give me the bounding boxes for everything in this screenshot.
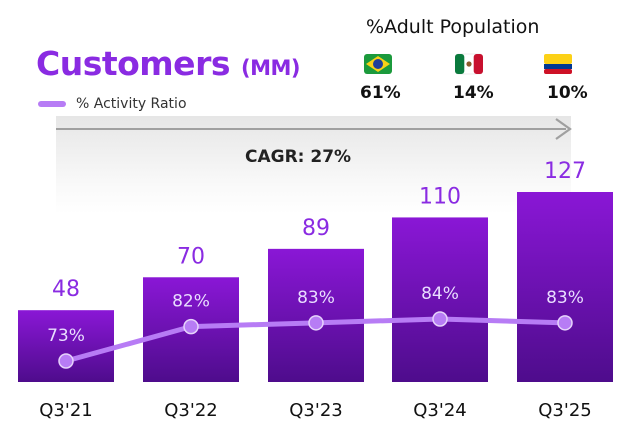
adult-population-title: %Adult Population	[366, 16, 540, 38]
ratio-line-series	[58, 311, 573, 369]
mexico-flag-icon	[455, 53, 483, 75]
bar-value-label: 89	[302, 216, 330, 241]
x-tick-label: Q3'22	[164, 400, 217, 421]
cagr-arrow-head-icon	[555, 118, 572, 140]
cagr-label: CAGR: 27%	[245, 147, 352, 167]
bar	[517, 192, 613, 382]
ratio-value-label: 82%	[172, 292, 210, 312]
ratio-point	[432, 311, 448, 327]
chart-labels: 48 70 89 110 127 73% 82% 83% 84% 83% Q3'21 Q3'22 Q3'…	[39, 159, 591, 421]
ratio-value-label: 84%	[421, 284, 459, 304]
chart-title: Customers (MM)	[36, 44, 300, 83]
x-tick-label: Q3'21	[39, 400, 92, 421]
colombia-percent: 10%	[547, 83, 588, 103]
ratio-point	[183, 318, 199, 335]
legend: % Activity Ratio	[38, 96, 187, 112]
ratio-point	[308, 315, 324, 331]
cagr-band	[56, 116, 571, 214]
bar-value-label: 127	[544, 159, 586, 184]
bar-value-label: 70	[177, 244, 205, 269]
legend-label: % Activity Ratio	[76, 96, 187, 112]
bar	[18, 310, 114, 382]
x-tick-label: Q3'24	[413, 400, 466, 421]
bar-value-label: 110	[419, 184, 461, 209]
ratio-point	[557, 315, 573, 331]
ratio-value-label: 83%	[297, 288, 335, 308]
ratio-point	[58, 353, 74, 369]
colombia-flag-icon	[544, 54, 572, 74]
chart-title-unit: (MM)	[240, 56, 301, 80]
x-tick-label: Q3'23	[289, 400, 342, 421]
brazil-percent: 61%	[360, 83, 401, 103]
bar-value-label: 48	[52, 277, 80, 302]
legend-swatch	[38, 101, 66, 107]
brazil-flag-icon	[364, 54, 392, 74]
chart-title-text: Customers	[36, 44, 230, 83]
x-tick-label: Q3'25	[538, 400, 591, 421]
bar	[392, 217, 488, 382]
ratio-value-label: 73%	[47, 326, 85, 346]
ratio-value-label: 83%	[546, 288, 584, 308]
mexico-percent: 14%	[453, 83, 494, 103]
